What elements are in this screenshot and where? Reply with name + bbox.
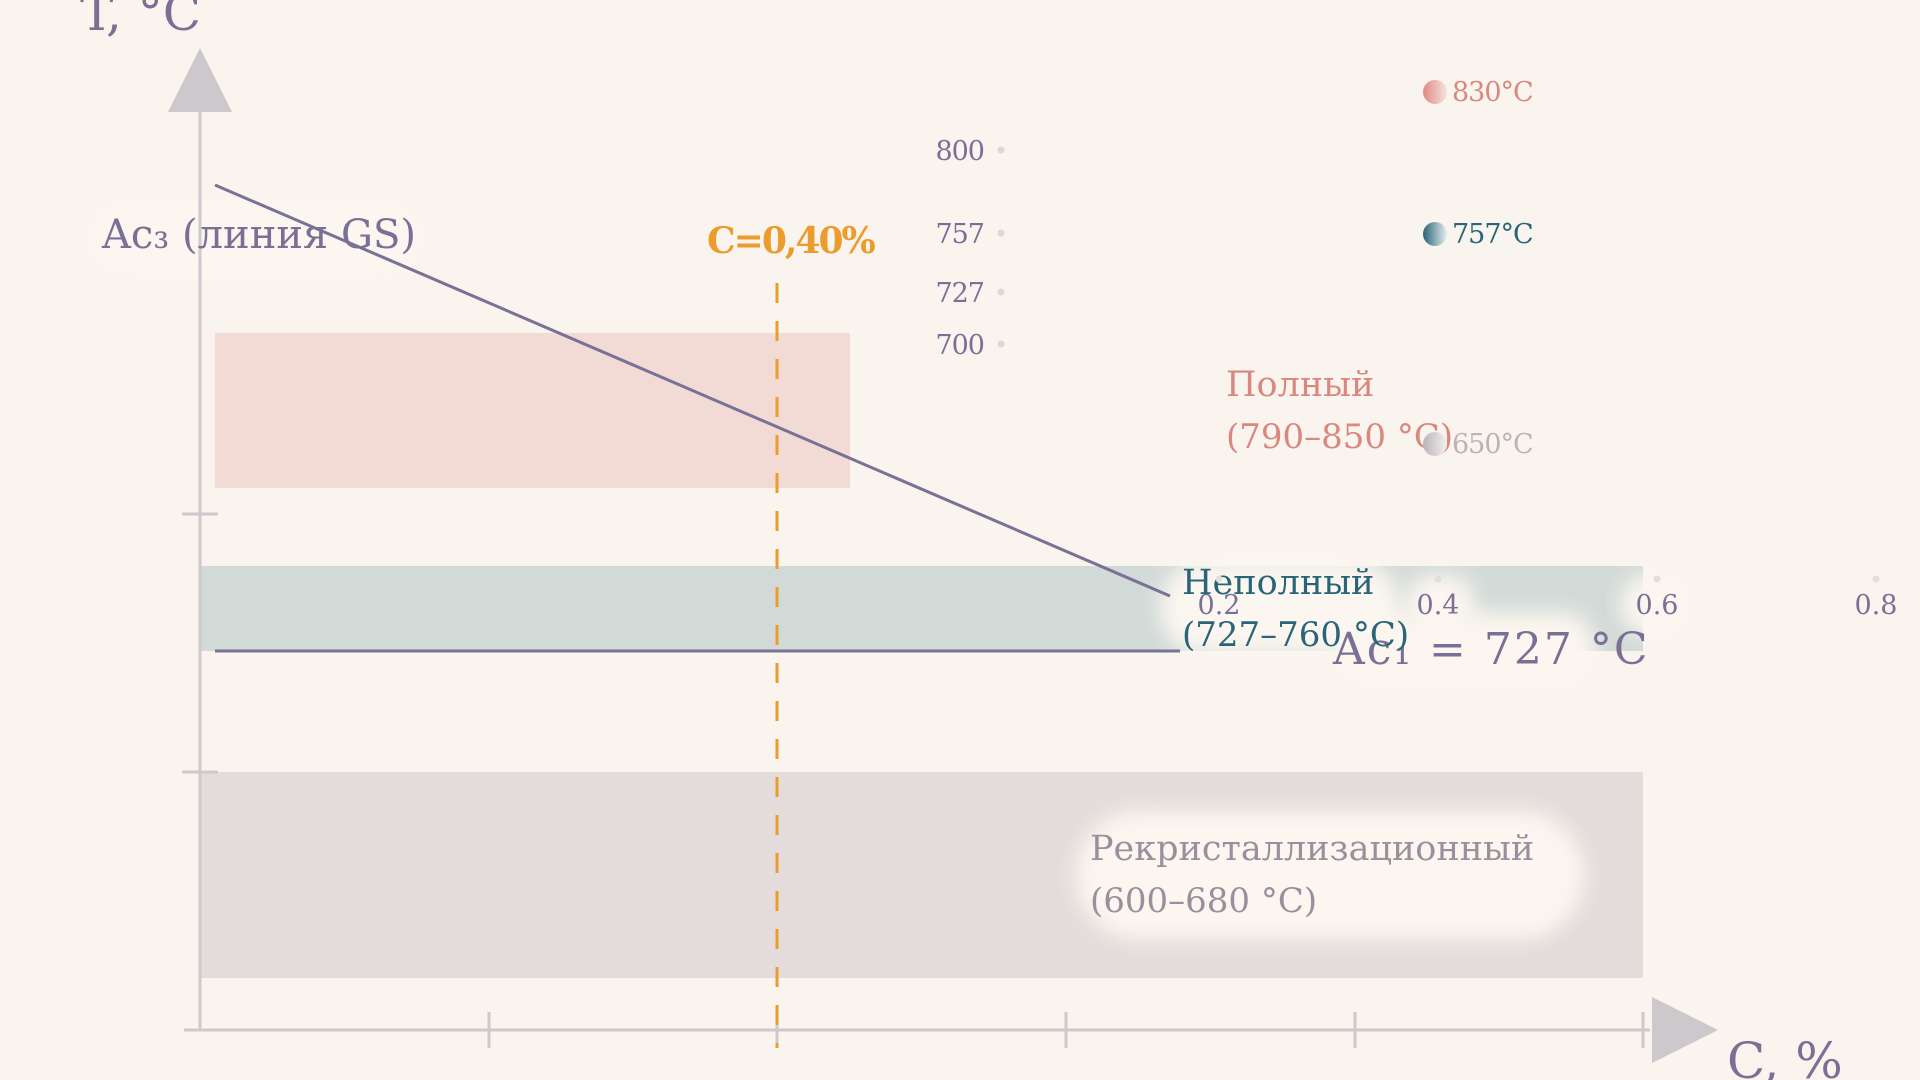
y-axis-title: T, °C <box>80 0 201 42</box>
recrystallization-label-glow <box>1075 810 1585 940</box>
c-tick-label: 0.8 <box>1855 590 1898 621</box>
c-tick-label: 0.4 <box>1417 590 1460 621</box>
y-tick-label: 757 <box>935 219 984 250</box>
zone-full-label: Полный <box>1226 365 1374 405</box>
zone-full-band <box>215 333 850 488</box>
tick-06-glow <box>1620 574 1690 636</box>
tick-04-glow <box>1405 574 1475 636</box>
ac3-label-glow <box>90 205 420 273</box>
x-axis-ticks <box>487 1012 1645 1048</box>
carbon-tick-labels: 0.2 0.4 0.6 0.8 <box>1198 575 1898 621</box>
temperature-markers: 830°C 757°C 650°C <box>1423 77 1534 460</box>
tick-dot <box>1872 575 1880 583</box>
ac1-line-label: Ac₁ = 727 °C <box>1332 624 1650 675</box>
zone-partial-range: (727–760 °C) <box>1182 615 1409 655</box>
tick-dot <box>997 340 1005 348</box>
x-axis-title: C, % <box>1727 1032 1843 1080</box>
y-tick-label: 700 <box>935 330 984 361</box>
carbon-line-label: C=0,40% <box>707 220 875 262</box>
ac1-label-glow <box>1335 612 1595 684</box>
marker-label: 830°C <box>1452 77 1533 108</box>
y-axis-arrow-icon <box>168 48 232 112</box>
marker-dot-icon <box>1423 432 1447 456</box>
tick-dot <box>997 146 1005 154</box>
zone-full-range: (790–850 °C) <box>1226 417 1453 457</box>
ac3-line <box>214 183 1171 598</box>
y-tick-labels: 800 757 727 700 <box>935 136 1005 361</box>
ac3-line-label: Ac₃ (линия GS) <box>101 212 416 258</box>
tick-dot <box>1434 575 1442 583</box>
marker-label: 650°C <box>1452 429 1533 460</box>
tick-dot <box>997 229 1005 237</box>
marker-dot-icon <box>1423 80 1447 104</box>
x-axis-arrow-icon <box>1652 997 1718 1063</box>
marker-dot-icon <box>1423 222 1447 246</box>
c-tick-label: 0.6 <box>1636 590 1679 621</box>
c-tick-label: 0.2 <box>1198 590 1241 621</box>
tick-dot <box>997 288 1005 296</box>
y-tick-label: 800 <box>935 136 984 167</box>
tick-dot <box>1653 575 1661 583</box>
tick-dot <box>1215 575 1223 583</box>
marker-label: 757°C <box>1452 219 1533 250</box>
zone-recrystallization-label: Рекристаллизационный <box>1090 829 1534 869</box>
zone-recrystallization-range: (600–680 °C) <box>1090 881 1317 921</box>
zone-partial-label: Неполный <box>1182 563 1374 603</box>
y-tick-label: 727 <box>935 278 984 309</box>
